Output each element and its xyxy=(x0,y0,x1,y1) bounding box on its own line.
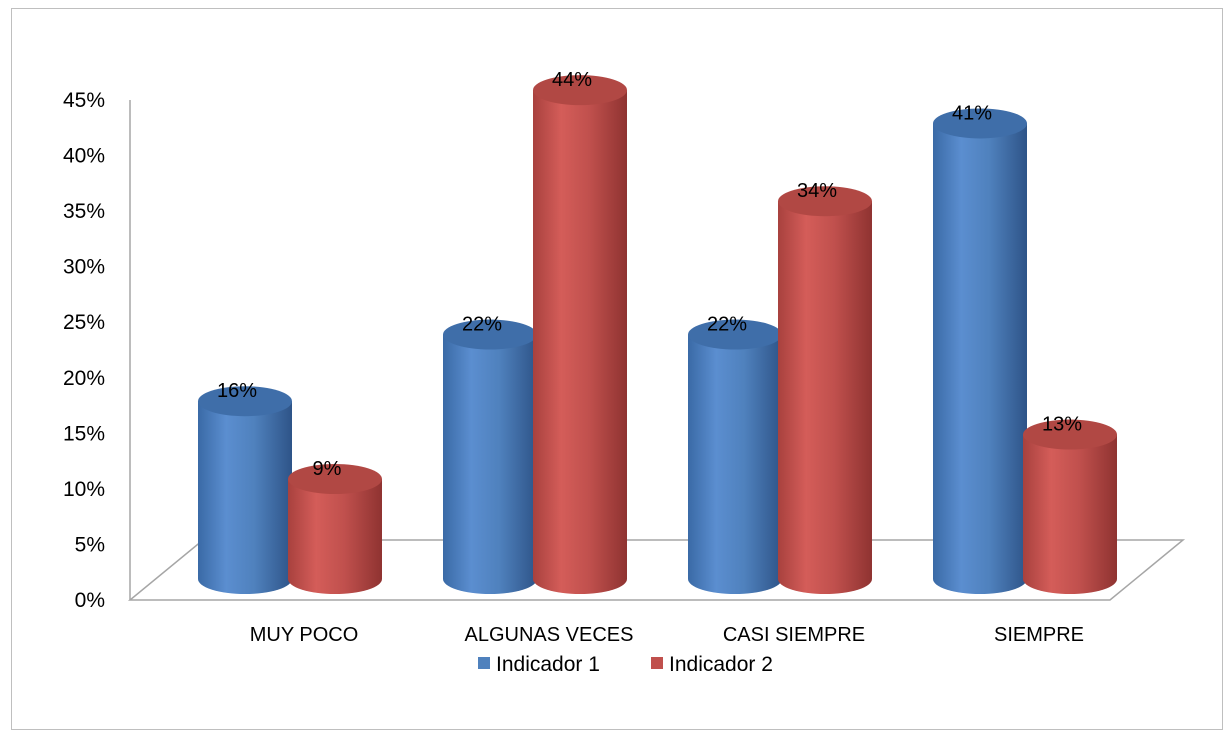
bar-top xyxy=(1023,419,1117,450)
y-tick-label: 15% xyxy=(63,422,105,445)
bar-top xyxy=(288,464,382,494)
data-label-indicador-2-siempre: 13% xyxy=(1042,414,1082,436)
legend-label-indicador-1: Indicador 1 xyxy=(496,653,600,676)
y-tick-label: 10% xyxy=(63,478,105,501)
bar-top xyxy=(198,386,292,417)
y-tick-label: 0% xyxy=(75,589,105,612)
bar-body xyxy=(778,201,872,594)
bar-top xyxy=(778,186,872,217)
bar-body xyxy=(533,90,627,594)
bar-body xyxy=(443,334,537,594)
y-tick-label: 25% xyxy=(63,311,105,334)
x-axis: MUY POCO ALGUNAS VECES CASI SIEMPRE SIEMPRE xyxy=(250,624,1084,646)
y-axis: 0% 5% 10% 15% 20% 25% 30% 35% 40% 45% xyxy=(63,89,105,612)
bar-indicador-1-siempre xyxy=(933,108,1027,594)
bar-top xyxy=(933,108,1027,139)
bar-indicador-2-muy-poco xyxy=(288,464,382,594)
data-label-indicador-1-muy-poco: 16% xyxy=(217,380,257,402)
data-label-indicador-2-algunas-veces: 44% xyxy=(552,69,592,91)
bar-indicador-1-algunas-veces xyxy=(443,319,537,594)
bar-indicador-2-siempre xyxy=(1023,419,1117,594)
bar-indicador-1-casi-siempre xyxy=(688,319,782,594)
bar-indicador-1-muy-poco xyxy=(198,386,292,594)
bar-top xyxy=(443,319,537,350)
bar-top xyxy=(688,319,782,350)
x-category-label-casi-siempre: CASI SIEMPRE xyxy=(723,624,865,646)
data-label-indicador-1-siempre: 41% xyxy=(952,102,992,124)
bar-body xyxy=(198,401,292,594)
data-label-indicador-2-muy-poco: 9% xyxy=(313,458,342,480)
bar-body xyxy=(688,334,782,594)
legend: Indicador 1 Indicador 2 xyxy=(478,653,773,676)
legend-swatch-indicador-2 xyxy=(651,657,663,669)
bar-indicador-2-algunas-veces xyxy=(533,75,627,594)
legend-swatch-indicador-1 xyxy=(478,657,490,669)
bars-layer xyxy=(198,75,1117,594)
bar-body xyxy=(288,479,382,594)
y-tick-label: 45% xyxy=(63,89,105,112)
y-tick-label: 20% xyxy=(63,367,105,390)
y-tick-label: 35% xyxy=(63,200,105,223)
plot-walls xyxy=(127,100,1186,601)
data-label-indicador-2-casi-siempre: 34% xyxy=(797,180,837,202)
y-tick-label: 30% xyxy=(63,256,105,279)
data-label-indicador-1-algunas-veces: 22% xyxy=(462,314,502,336)
legend-label-indicador-2: Indicador 2 xyxy=(669,653,773,676)
y-tick-label: 40% xyxy=(63,145,105,168)
bar-body xyxy=(1023,434,1117,594)
floor xyxy=(127,539,1186,601)
x-category-label-siempre: SIEMPRE xyxy=(994,624,1084,646)
y-tick-label: 5% xyxy=(75,533,105,556)
x-category-label-algunas-veces: ALGUNAS VECES xyxy=(465,624,634,646)
bar-top xyxy=(533,75,627,106)
x-category-label-muy-poco: MUY POCO xyxy=(250,624,359,646)
bar-body xyxy=(933,123,1027,594)
data-labels-layer: 16% 9% 22% 44% 22% 34% 41% 13% xyxy=(217,69,1082,480)
data-label-indicador-1-casi-siempre: 22% xyxy=(707,314,747,336)
bar-indicador-2-casi-siempre xyxy=(778,186,872,594)
chart-frame xyxy=(11,8,1223,730)
